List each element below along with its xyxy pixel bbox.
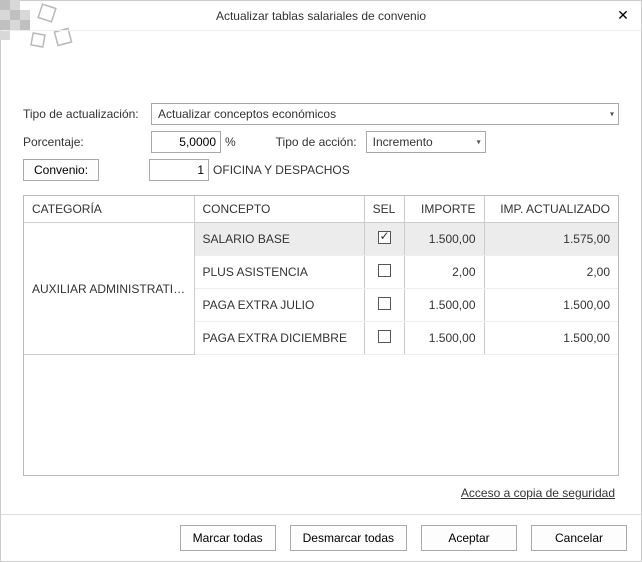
chevron-down-icon: ▾ <box>477 138 481 147</box>
concepto-cell: PAGA EXTRA JULIO <box>194 289 364 322</box>
imp-actualizado-cell: 2,00 <box>484 256 618 289</box>
convenio-button[interactable]: Convenio: <box>23 159 99 181</box>
tipo-value: Actualizar conceptos económicos <box>158 107 336 121</box>
content-area: Tipo de actualización: Actualizar concep… <box>1 31 641 514</box>
concepto-cell: PLUS ASISTENCIA <box>194 256 364 289</box>
importe-cell: 1.500,00 <box>404 289 484 322</box>
titlebar: Actualizar tablas salariales de convenio… <box>1 1 641 31</box>
accion-dropdown[interactable]: Incremento ▾ <box>366 131 486 153</box>
cancelar-button[interactable]: Cancelar <box>531 525 627 551</box>
accion-value: Incremento <box>373 135 433 149</box>
th-sel[interactable]: SEL <box>364 196 404 223</box>
chevron-down-icon: ▾ <box>610 110 614 119</box>
tipo-label: Tipo de actualización: <box>23 107 151 121</box>
row-tipo: Tipo de actualización: Actualizar concep… <box>23 103 619 125</box>
importe-cell: 2,00 <box>404 256 484 289</box>
concepto-cell: PAGA EXTRA DICIEMBRE <box>194 322 364 355</box>
sel-cell[interactable] <box>364 223 404 256</box>
sel-cell[interactable] <box>364 322 404 355</box>
salary-table: CATEGORÍA CONCEPTO SEL IMPORTE IMP. ACTU… <box>23 195 619 476</box>
porcentaje-unit: % <box>225 135 236 149</box>
th-categoria[interactable]: CATEGORÍA <box>24 196 194 223</box>
importe-cell: 1.500,00 <box>404 223 484 256</box>
checkbox-icon[interactable] <box>378 330 391 343</box>
button-bar: Marcar todas Desmarcar todas Aceptar Can… <box>1 514 641 561</box>
checkbox-icon[interactable] <box>378 264 391 277</box>
backup-link[interactable]: Acceso a copia de seguridad <box>23 486 615 500</box>
imp-actualizado-cell: 1.500,00 <box>484 289 618 322</box>
imp-actualizado-cell: 1.575,00 <box>484 223 618 256</box>
desmarcar-todas-button[interactable]: Desmarcar todas <box>290 525 407 551</box>
marcar-todas-button[interactable]: Marcar todas <box>180 525 276 551</box>
row-porcentaje-accion: Porcentaje: % Tipo de acción: Incremento… <box>23 131 619 153</box>
imp-actualizado-cell: 1.500,00 <box>484 322 618 355</box>
convenio-name: OFICINA Y DESPACHOS <box>213 163 350 177</box>
row-convenio: Convenio: OFICINA Y DESPACHOS <box>23 159 619 181</box>
accion-label: Tipo de acción: <box>276 135 366 149</box>
sel-cell[interactable] <box>364 289 404 322</box>
concepto-cell: SALARIO BASE <box>194 223 364 256</box>
th-importe[interactable]: IMPORTE <box>404 196 484 223</box>
importe-cell: 1.500,00 <box>404 322 484 355</box>
porcentaje-label: Porcentaje: <box>23 135 151 149</box>
th-concepto[interactable]: CONCEPTO <box>194 196 364 223</box>
table-row[interactable]: AUXILIAR ADMINISTRATI…SALARIO BASE1.500,… <box>24 223 618 256</box>
categoria-cell: AUXILIAR ADMINISTRATI… <box>24 223 194 355</box>
sel-cell[interactable] <box>364 256 404 289</box>
convenio-num-input[interactable] <box>149 159 209 181</box>
aceptar-button[interactable]: Aceptar <box>421 525 517 551</box>
porcentaje-input[interactable] <box>151 131 221 153</box>
dialog-window: Actualizar tablas salariales de convenio… <box>0 0 642 562</box>
close-icon[interactable]: ✕ <box>613 5 633 25</box>
table-empty-area <box>24 355 618 475</box>
th-imp-act[interactable]: IMP. ACTUALIZADO <box>484 196 618 223</box>
table-header-row: CATEGORÍA CONCEPTO SEL IMPORTE IMP. ACTU… <box>24 196 618 223</box>
tipo-dropdown[interactable]: Actualizar conceptos económicos ▾ <box>151 103 619 125</box>
checkbox-icon[interactable] <box>378 231 391 244</box>
window-title: Actualizar tablas salariales de convenio <box>216 9 426 23</box>
checkbox-icon[interactable] <box>378 297 391 310</box>
